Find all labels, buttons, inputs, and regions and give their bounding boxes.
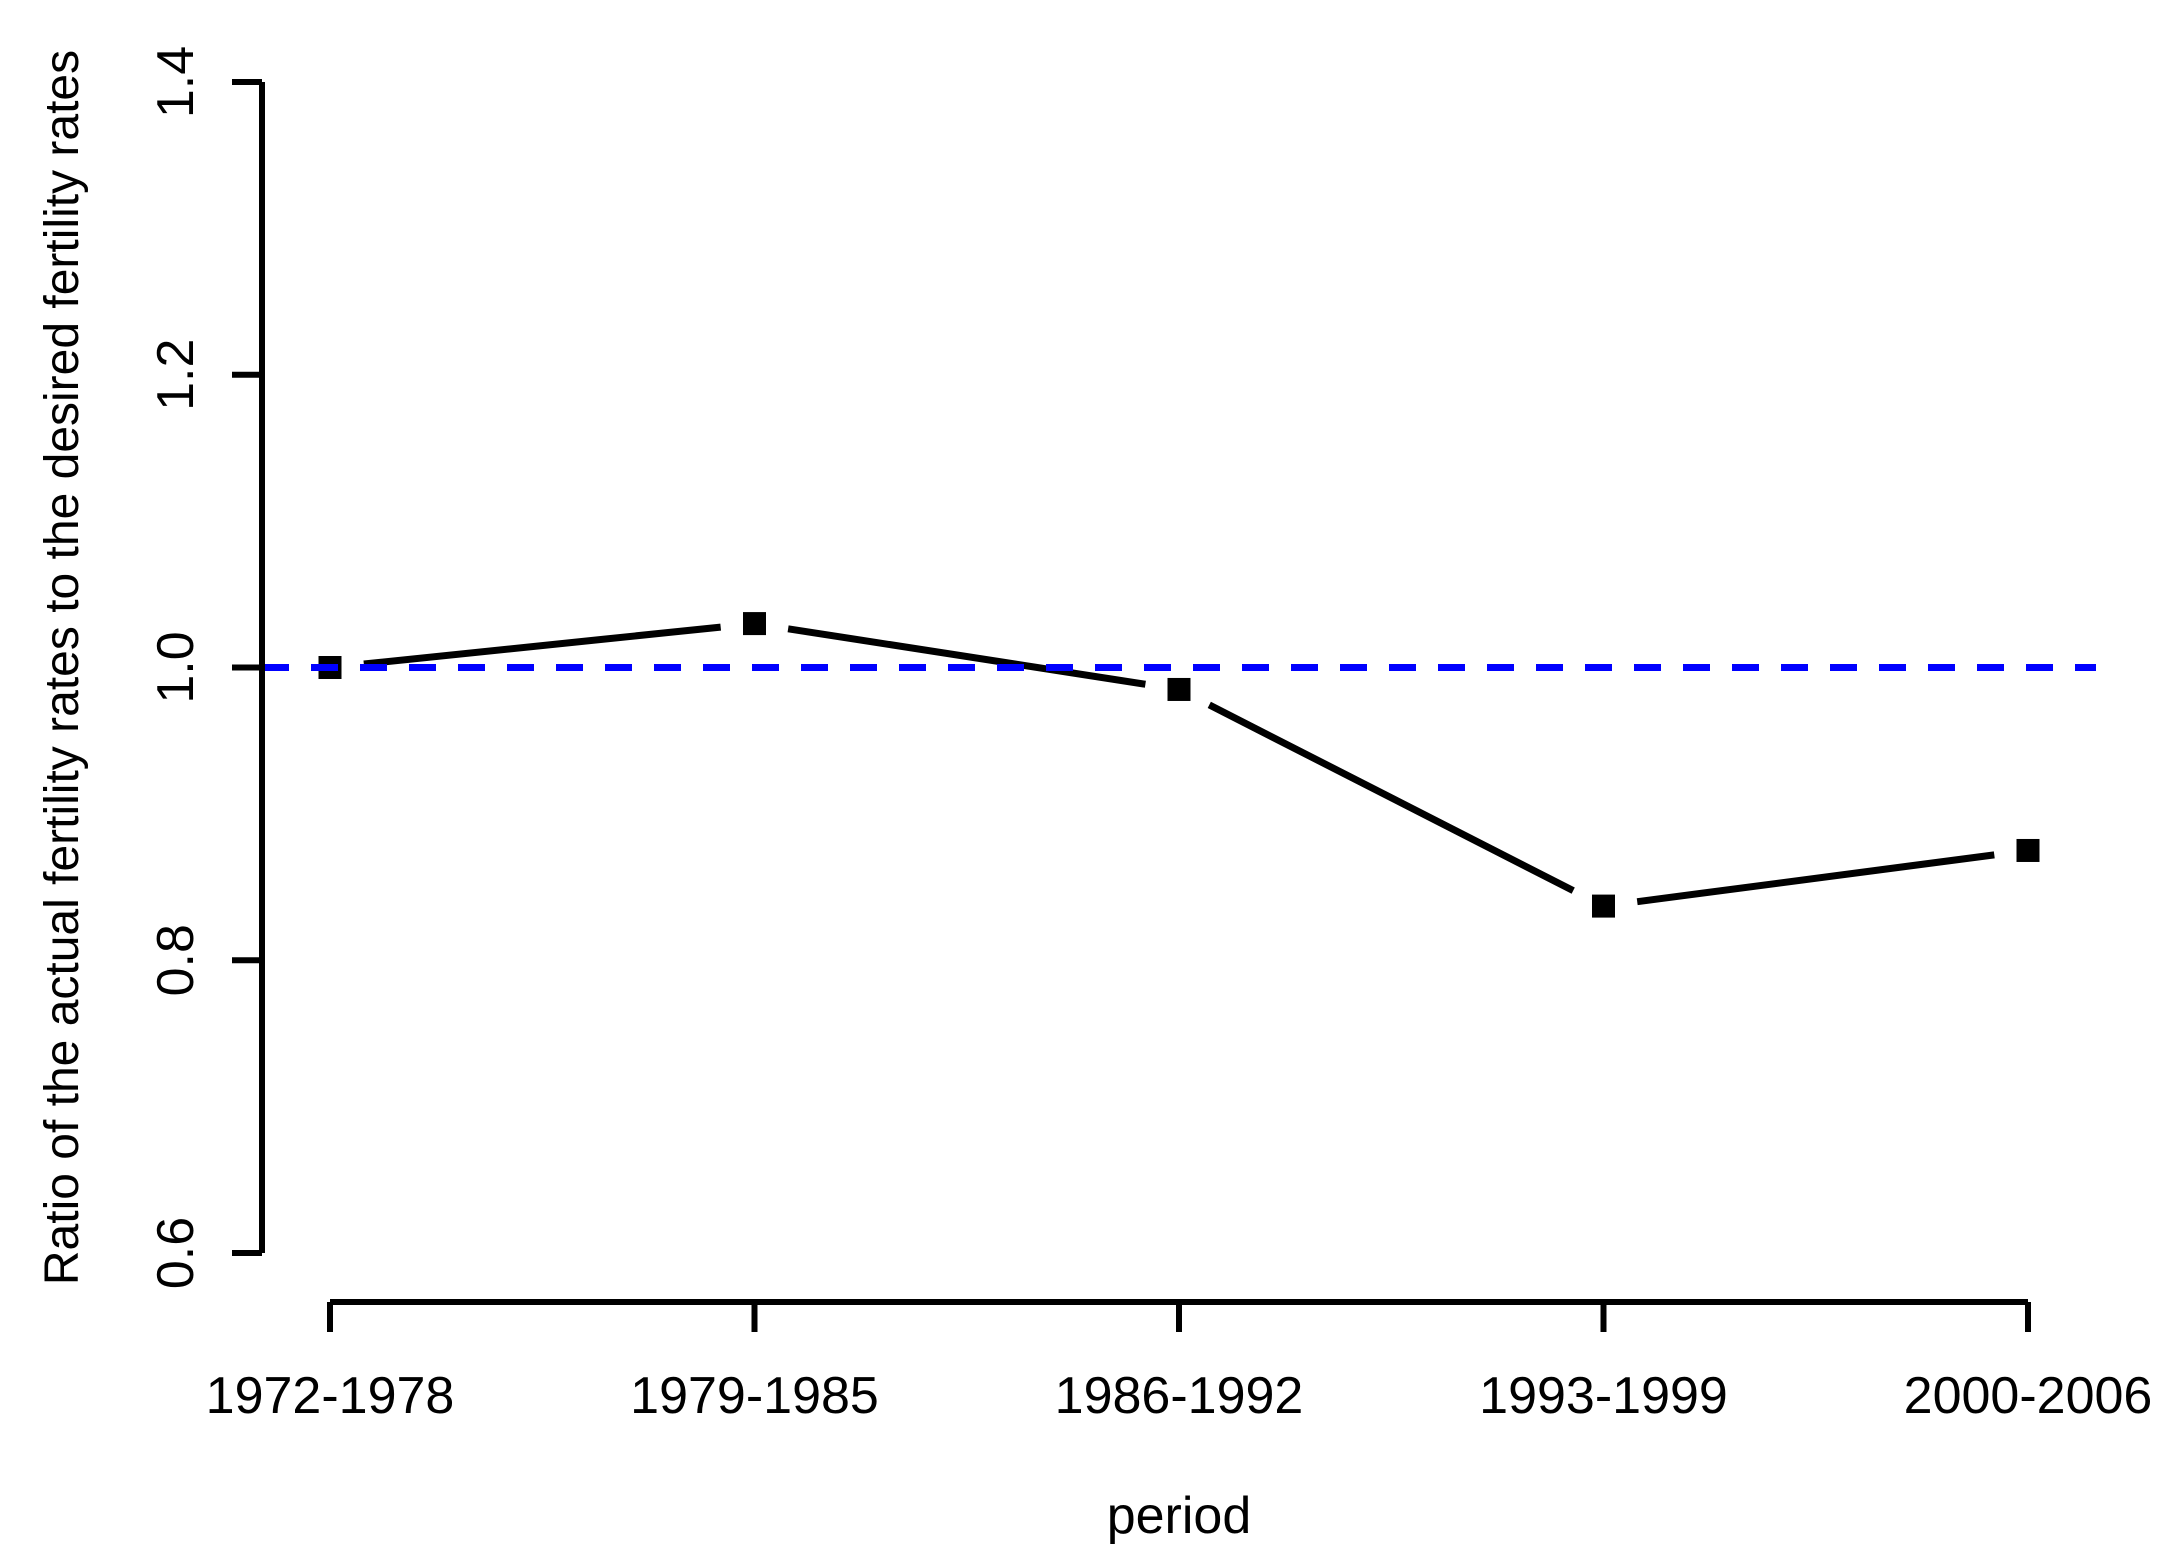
series-group (318, 612, 2040, 918)
data-point-square (1592, 894, 1615, 918)
y-axis-group: 0.6 0.8 1.0 1.2 1.4 (147, 46, 265, 1289)
series-segment (363, 623, 722, 668)
x-tick-label: 1986-1992 (1055, 1367, 1304, 1425)
y-axis-title: Ratio of the actual fertility rates to t… (36, 50, 89, 1285)
x-axis-title: period (1107, 1487, 1252, 1545)
y-tick-label: 0.8 (147, 924, 205, 996)
series-segment (1636, 851, 1995, 906)
data-point-square (1167, 677, 1191, 701)
x-tick-label: 2000-2006 (1904, 1367, 2153, 1425)
data-point-square (743, 612, 766, 636)
y-tick-label: 1.2 (147, 339, 205, 411)
x-tick-label: 1972-1978 (206, 1367, 455, 1425)
series-segment (787, 625, 1146, 688)
y-tick-label: 1.0 (147, 631, 205, 703)
x-axis-group: 1972-1978 1979-1985 1986-1992 1993-1999 2000… (206, 1299, 2153, 1425)
y-tick-label: 1.4 (147, 46, 205, 118)
data-point-square (2016, 838, 2040, 862)
y-tick-label: 0.6 (147, 1217, 205, 1289)
x-tick-label: 1993-1999 (1479, 1367, 1728, 1425)
x-tick-label: 1979-1985 (630, 1367, 879, 1425)
series-segment (1207, 701, 1575, 894)
